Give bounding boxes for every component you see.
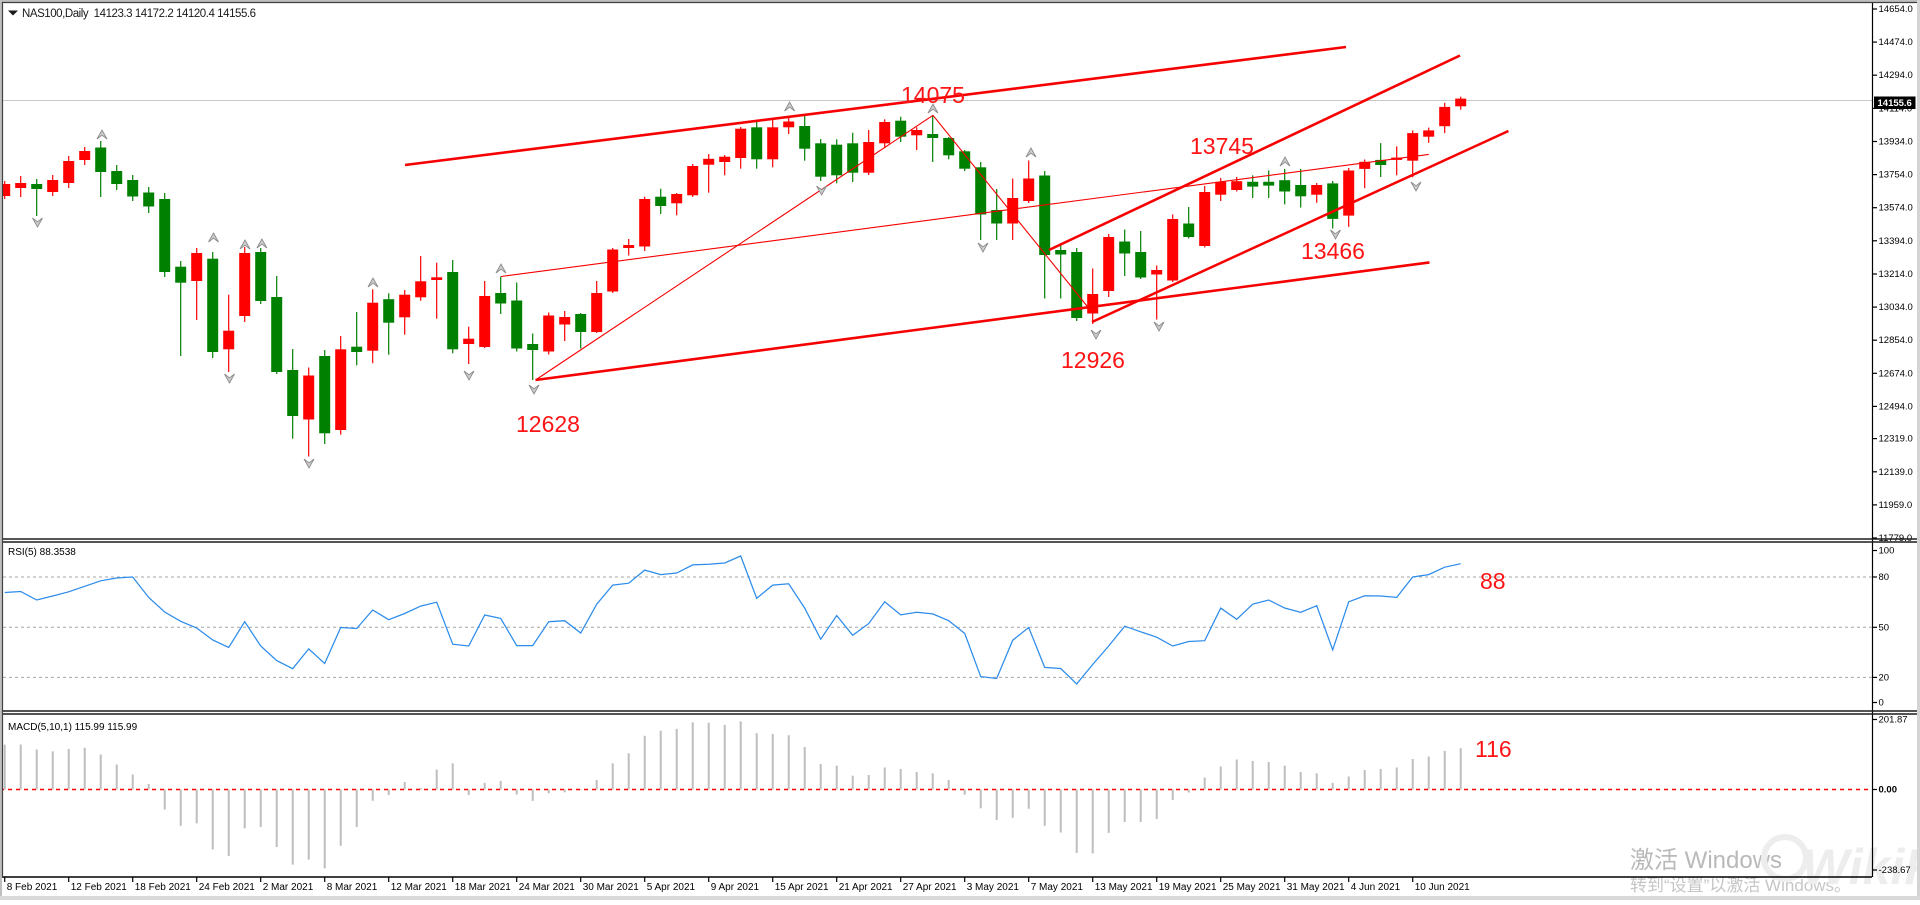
svg-text:8 Mar 2021: 8 Mar 2021 — [327, 882, 378, 893]
svg-text:100: 100 — [1879, 546, 1895, 557]
svg-text:13394.0: 13394.0 — [1879, 236, 1913, 247]
svg-text:12674.0: 12674.0 — [1879, 368, 1913, 379]
svg-text:18 Feb 2021: 18 Feb 2021 — [135, 882, 192, 893]
svg-text:20: 20 — [1879, 672, 1890, 683]
svg-text:转到“设置”以激活 Windows。: 转到“设置”以激活 Windows。 — [1630, 876, 1851, 895]
svg-text:14654.0: 14654.0 — [1879, 4, 1913, 15]
svg-text:30 Mar 2021: 30 Mar 2021 — [583, 882, 640, 893]
svg-text:13574.0: 13574.0 — [1879, 203, 1913, 214]
svg-text:RSI(5) 88.3538: RSI(5) 88.3538 — [8, 547, 76, 558]
svg-text:5 Apr 2021: 5 Apr 2021 — [647, 882, 696, 893]
svg-text:15 Apr 2021: 15 Apr 2021 — [775, 882, 829, 893]
svg-text:19 May 2021: 19 May 2021 — [1159, 882, 1217, 893]
svg-text:12 Feb 2021: 12 Feb 2021 — [71, 882, 128, 893]
svg-text:12 Mar 2021: 12 Mar 2021 — [391, 882, 448, 893]
svg-text:2 Mar 2021: 2 Mar 2021 — [263, 882, 314, 893]
svg-text:14075: 14075 — [901, 82, 965, 108]
svg-text:14474.0: 14474.0 — [1879, 37, 1913, 48]
svg-text:13214.0: 13214.0 — [1879, 269, 1913, 280]
svg-text:12319.0: 12319.0 — [1879, 434, 1913, 445]
svg-text:13754.0: 13754.0 — [1879, 170, 1913, 181]
svg-text:激活 Windows: 激活 Windows — [1630, 847, 1782, 874]
svg-text:14294.0: 14294.0 — [1879, 70, 1913, 81]
svg-text:12854.0: 12854.0 — [1879, 335, 1913, 346]
svg-text:21 Apr 2021: 21 Apr 2021 — [839, 882, 893, 893]
svg-text:13466: 13466 — [1301, 238, 1365, 264]
svg-text:27 Apr 2021: 27 Apr 2021 — [903, 882, 957, 893]
svg-text:13934.0: 13934.0 — [1879, 137, 1913, 148]
svg-text:0.00: 0.00 — [1879, 785, 1898, 796]
svg-text:201.87: 201.87 — [1879, 715, 1908, 726]
svg-text:13745: 13745 — [1190, 133, 1254, 159]
svg-text:8 Feb 2021: 8 Feb 2021 — [7, 882, 58, 893]
svg-text:NAS100,Daily 14123.3 14172.2: NAS100,Daily 14123.3 14172.2 14120.4 141… — [22, 8, 256, 20]
svg-text:9 Apr 2021: 9 Apr 2021 — [711, 882, 760, 893]
svg-text:13034.0: 13034.0 — [1879, 302, 1913, 313]
svg-text:10 Jun 2021: 10 Jun 2021 — [1415, 882, 1470, 893]
svg-text:25 May 2021: 25 May 2021 — [1223, 882, 1281, 893]
svg-text:11959.0: 11959.0 — [1879, 500, 1913, 511]
svg-text:MACD(5,10,1) 115.99 115.99: MACD(5,10,1) 115.99 115.99 — [8, 722, 138, 733]
svg-text:12494.0: 12494.0 — [1879, 401, 1913, 412]
svg-text:13 May 2021: 13 May 2021 — [1095, 882, 1153, 893]
svg-text:50: 50 — [1879, 622, 1890, 633]
svg-text:7 May 2021: 7 May 2021 — [1031, 882, 1084, 893]
svg-text:3 May 2021: 3 May 2021 — [967, 882, 1020, 893]
svg-text:WikiFX: WikiFX — [1802, 839, 1920, 895]
svg-text:24 Mar 2021: 24 Mar 2021 — [519, 882, 576, 893]
svg-text:18 Mar 2021: 18 Mar 2021 — [455, 882, 512, 893]
svg-text:24 Feb 2021: 24 Feb 2021 — [199, 882, 256, 893]
svg-text:116: 116 — [1475, 736, 1512, 762]
svg-text:88: 88 — [1480, 568, 1506, 594]
svg-text:12926: 12926 — [1061, 347, 1125, 373]
svg-text:4 Jun 2021: 4 Jun 2021 — [1351, 882, 1401, 893]
svg-text:12139.0: 12139.0 — [1879, 467, 1913, 478]
svg-text:0: 0 — [1879, 698, 1884, 709]
svg-text:80: 80 — [1879, 572, 1890, 583]
svg-text:-238.67: -238.67 — [1879, 865, 1911, 876]
svg-text:31 May 2021: 31 May 2021 — [1287, 882, 1345, 893]
svg-text:14155.6: 14155.6 — [1878, 98, 1912, 109]
svg-text:12628: 12628 — [516, 411, 580, 437]
